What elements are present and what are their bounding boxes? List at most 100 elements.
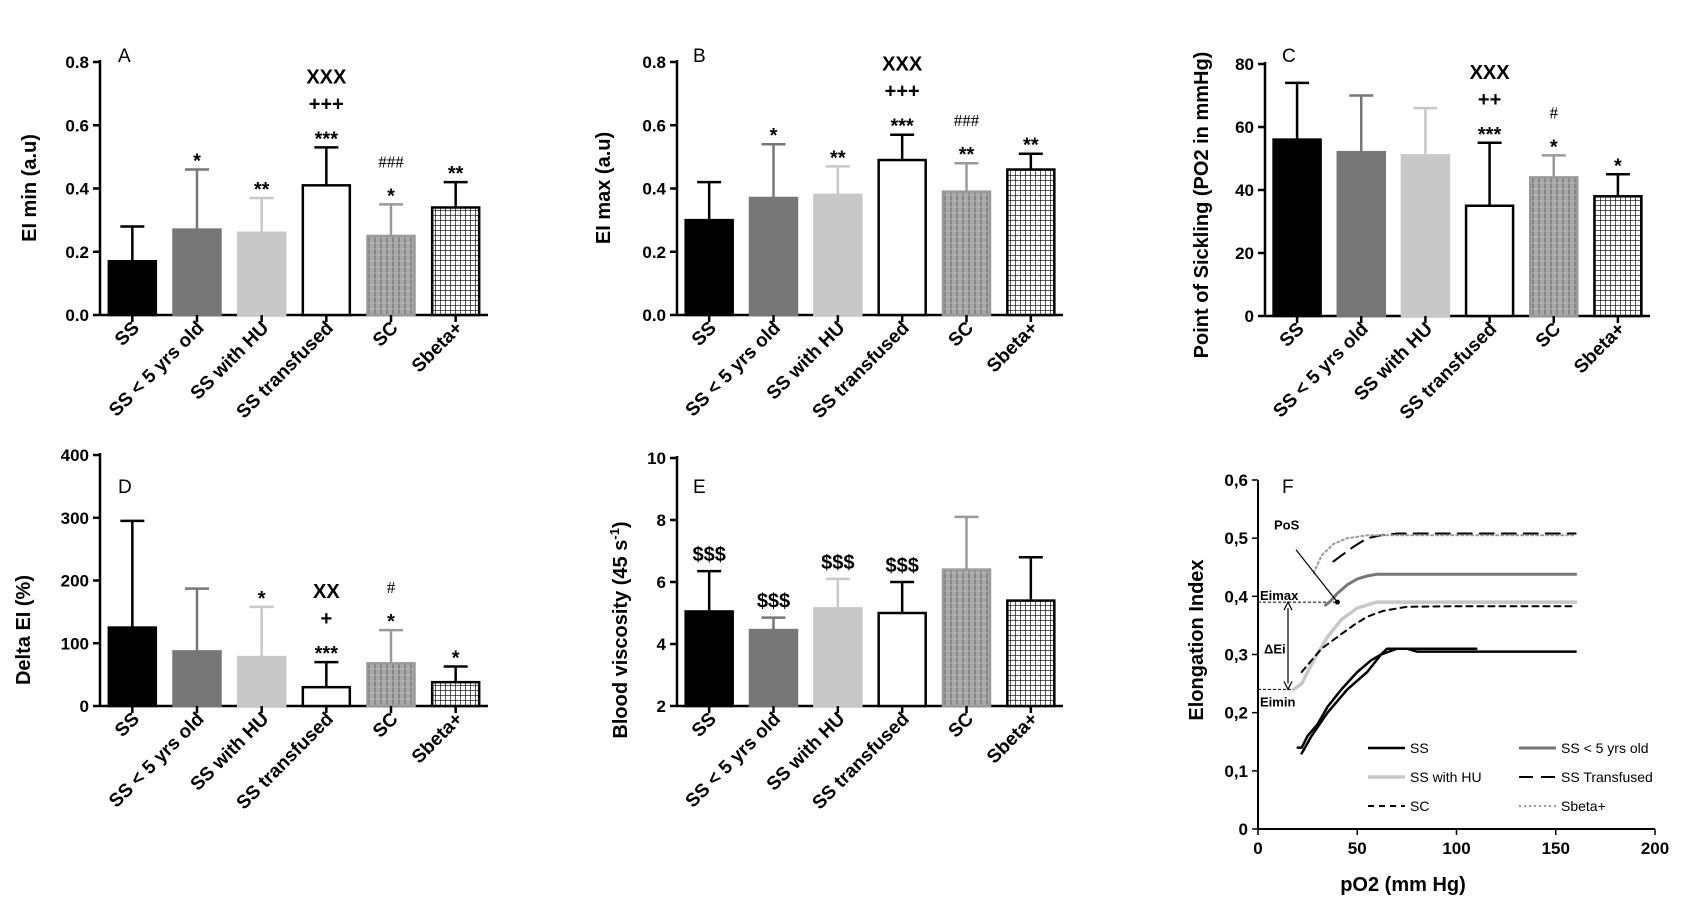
bar bbox=[813, 607, 863, 708]
y-axis-label-main: Blood viscosity (45 s bbox=[610, 540, 632, 739]
significance-marker: XXX bbox=[306, 66, 347, 88]
y-axis-label-superscript: -1 bbox=[607, 528, 622, 540]
panel-label: D bbox=[118, 477, 132, 498]
bar bbox=[877, 611, 927, 708]
y-tick-label: 4 bbox=[657, 635, 667, 654]
pos-point bbox=[1334, 599, 1340, 605]
y-tick-label: 0,4 bbox=[1224, 587, 1248, 606]
significance-marker: * bbox=[193, 151, 201, 173]
y-tick-label: 0 bbox=[1245, 307, 1254, 326]
bar bbox=[301, 184, 352, 317]
y-axis-label: Delta EI (%) bbox=[13, 575, 35, 685]
y-tick-label: 0.0 bbox=[642, 306, 666, 325]
bar bbox=[1593, 195, 1643, 318]
y-tick-label: 100 bbox=[61, 634, 89, 653]
significance-marker: ### bbox=[378, 152, 404, 171]
x-category-label: Sbeta+ bbox=[408, 318, 467, 377]
y-tick-label: 8 bbox=[657, 511, 666, 530]
bar bbox=[1006, 599, 1056, 708]
significance-marker: *** bbox=[315, 128, 339, 150]
significance-marker: +++ bbox=[309, 93, 344, 115]
panel-label: C bbox=[1282, 46, 1296, 67]
x-tick-label: 150 bbox=[1542, 839, 1570, 858]
significance-marker: * bbox=[258, 588, 266, 610]
significance-marker: ** bbox=[959, 144, 975, 166]
y-tick-label: 0 bbox=[80, 697, 89, 716]
x-category-label: SS bbox=[688, 318, 721, 351]
panel-f-elongation-index-chart: F Elongation Index pO2 (mm Hg) 0 0,1 0,2 0,… bbox=[1186, 471, 1669, 896]
significance-marker: * bbox=[387, 185, 395, 207]
significance-marker: + bbox=[320, 608, 332, 630]
bar bbox=[1272, 138, 1322, 318]
significance-marker: ** bbox=[448, 163, 464, 185]
legend-label: SS Transfused bbox=[1561, 769, 1653, 785]
significance-marker: $$$ bbox=[821, 552, 854, 574]
significance-marker: XX bbox=[313, 581, 340, 603]
x-category-label: SC bbox=[369, 708, 403, 742]
y-tick-label: 0 bbox=[1239, 820, 1248, 839]
significance-marker: *** bbox=[890, 116, 914, 138]
panel-label: B bbox=[693, 46, 706, 67]
y-tick-label: 60 bbox=[1235, 118, 1254, 137]
significance-marker: * bbox=[387, 611, 395, 633]
bar bbox=[1336, 150, 1386, 318]
y-tick-label: 200 bbox=[61, 572, 89, 591]
bar bbox=[430, 680, 481, 708]
significance-marker: $$$ bbox=[757, 591, 790, 613]
delta-ei-label: ΔEi bbox=[1264, 642, 1286, 657]
y-axis-label-end: ) bbox=[610, 521, 632, 528]
series-line bbox=[1312, 534, 1577, 575]
eimin-label: Eimin bbox=[1260, 694, 1295, 709]
y-tick-label: 0,1 bbox=[1224, 762, 1248, 781]
x-tick-label: 100 bbox=[1442, 839, 1470, 858]
series-line bbox=[1300, 647, 1478, 755]
significance-marker: XXX bbox=[882, 54, 923, 76]
y-tick-label: 0.4 bbox=[65, 180, 89, 199]
x-category-label: Sbeta+ bbox=[408, 709, 467, 768]
y-tick-label: 0,5 bbox=[1224, 529, 1248, 548]
significance-marker: # bbox=[387, 578, 396, 597]
x-category-label: Sbeta+ bbox=[983, 318, 1042, 377]
bar bbox=[748, 628, 799, 708]
y-tick-label: 0.6 bbox=[65, 116, 89, 135]
x-category-label: Sbeta+ bbox=[1570, 319, 1629, 378]
x-category-label: SC bbox=[369, 317, 403, 351]
y-tick-label: 0.2 bbox=[642, 243, 666, 262]
y-tick-label: 0.0 bbox=[65, 306, 89, 325]
y-tick-label: 80 bbox=[1235, 55, 1254, 74]
y-tick-label: 0.8 bbox=[65, 53, 89, 72]
y-tick-label: 10 bbox=[647, 449, 666, 468]
significance-marker: * bbox=[1550, 136, 1558, 158]
x-tick-label: 200 bbox=[1641, 839, 1669, 858]
significance-marker: $$$ bbox=[885, 555, 918, 577]
x-tick-label: 50 bbox=[1348, 839, 1367, 858]
y-axis-label: EI max (a.u) bbox=[593, 132, 615, 244]
significance-marker: ** bbox=[830, 147, 846, 169]
significance-marker: ### bbox=[954, 111, 980, 130]
y-tick-label: 0,6 bbox=[1224, 471, 1248, 490]
bar bbox=[813, 193, 863, 317]
pos-pointer-line bbox=[1295, 549, 1338, 603]
bar bbox=[1006, 168, 1056, 317]
bar bbox=[684, 610, 734, 708]
y-tick-label: 2 bbox=[657, 697, 666, 716]
x-category-label: Sbeta+ bbox=[983, 709, 1042, 768]
bar bbox=[366, 234, 416, 317]
x-category-label: SS bbox=[111, 709, 144, 742]
bar bbox=[172, 228, 222, 317]
bar bbox=[941, 190, 992, 317]
bar bbox=[1464, 204, 1515, 318]
bar bbox=[107, 259, 158, 317]
bar bbox=[1529, 176, 1579, 318]
series-line bbox=[1332, 532, 1577, 563]
significance-marker: * bbox=[452, 647, 460, 669]
significance-marker: *** bbox=[1478, 124, 1502, 146]
legend-label: Sbeta+ bbox=[1561, 798, 1606, 814]
panel-c-point-of-sickling-chart: C Point of Sickling (PO2 in mmHg) 0 20 40 6… bbox=[1191, 46, 1650, 424]
series-line bbox=[1296, 647, 1577, 749]
significance-marker: ** bbox=[254, 179, 270, 201]
legend-label: SS with HU bbox=[1410, 769, 1482, 785]
